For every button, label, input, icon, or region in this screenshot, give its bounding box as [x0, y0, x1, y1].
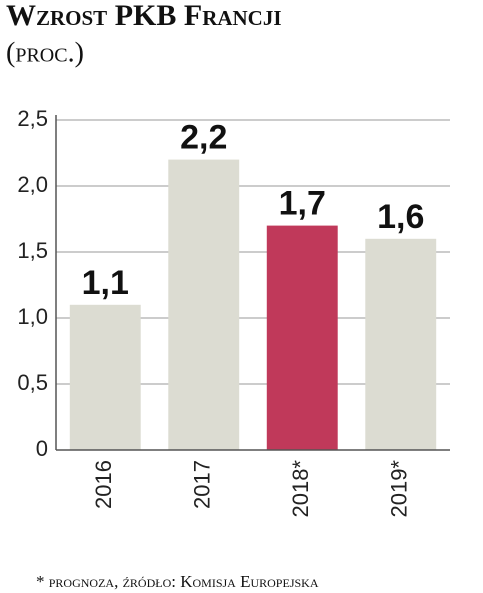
y-tick-label: 2,5	[17, 106, 48, 131]
chart-title: Wzrost PKB Francji	[6, 0, 282, 32]
value-label: 1,7	[279, 185, 326, 223]
value-label: 1,6	[377, 198, 424, 236]
y-tick-label: 1,0	[17, 304, 48, 329]
footnote: * prognoza, źródło: Komisja Europejska	[36, 572, 319, 591]
y-tick-label: 0	[36, 436, 48, 461]
x-tick-label: 2016	[91, 460, 116, 509]
bar	[266, 225, 338, 450]
chart-subtitle: (proc.)	[6, 37, 84, 68]
y-tick-label: 2,0	[17, 172, 48, 197]
x-tick-label: 2018*	[288, 460, 313, 518]
y-tick-label: 0,5	[17, 370, 48, 395]
bar	[168, 159, 240, 450]
x-tick-label: 2019*	[387, 460, 412, 518]
x-tick-label: 2017	[190, 460, 215, 509]
bar	[365, 238, 437, 450]
bar	[69, 304, 141, 450]
value-label: 1,1	[82, 264, 129, 302]
value-label: 2,2	[180, 119, 227, 157]
y-tick-label: 1,5	[17, 238, 48, 263]
